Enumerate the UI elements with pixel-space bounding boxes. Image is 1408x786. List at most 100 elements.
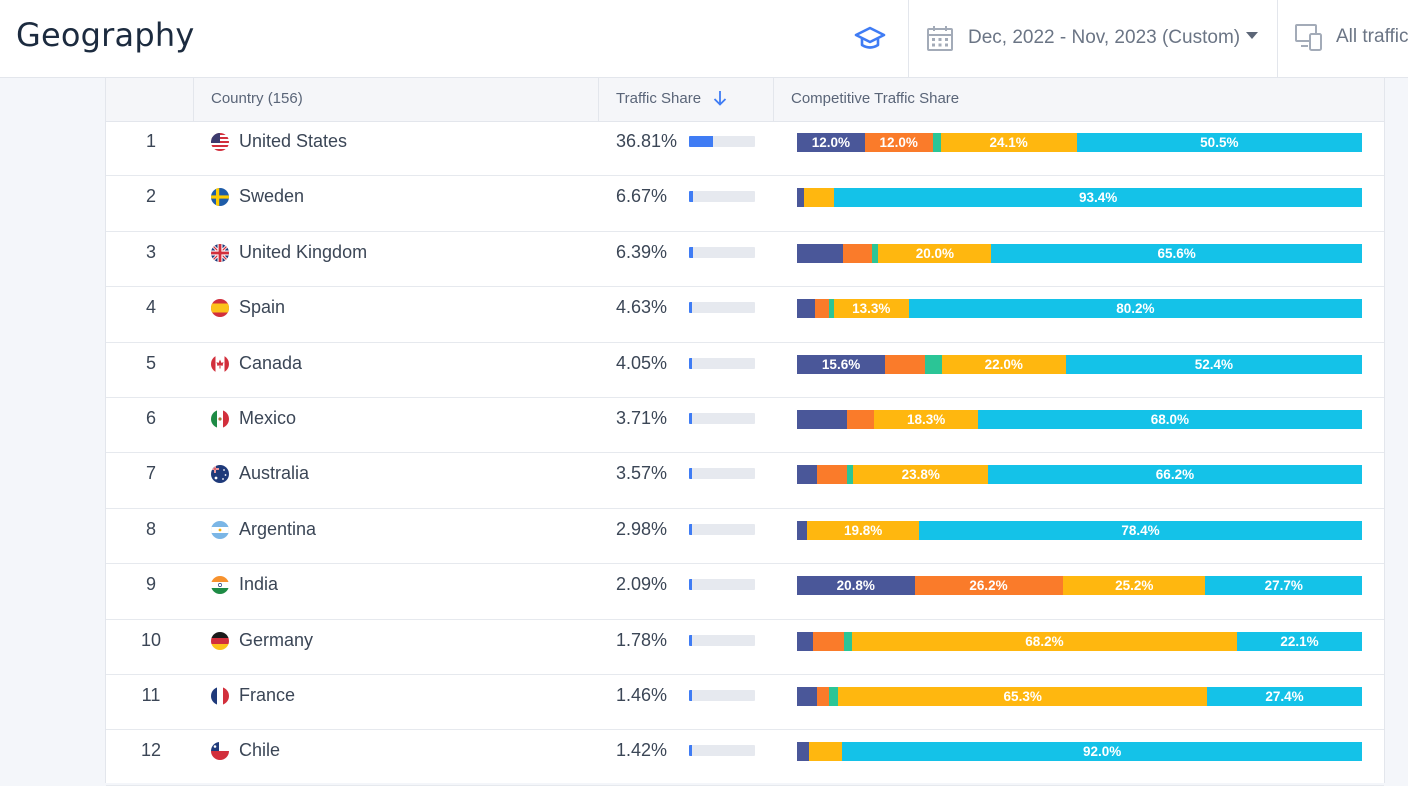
competitor-segment[interactable]: 65.3% bbox=[838, 687, 1208, 706]
table-row[interactable]: 11 France 1.46% 65.3% 27.4% bbox=[106, 675, 1384, 731]
competitor-segment[interactable]: 52.4% bbox=[1065, 354, 1362, 374]
competitor-segment[interactable]: 25.2% bbox=[1063, 576, 1206, 596]
table-row[interactable]: 7 Australia 3.57% 23.8% 66.2% bbox=[106, 453, 1384, 509]
competitor-segment[interactable]: 50.5% bbox=[1076, 133, 1362, 152]
country-link[interactable]: Australia bbox=[239, 463, 310, 484]
competitor-segment[interactable]: 27.4% bbox=[1207, 687, 1362, 706]
competitor-segment[interactable]: 80.2% bbox=[908, 299, 1362, 319]
competitor-segment[interactable] bbox=[797, 631, 813, 651]
country-link[interactable]: Chile bbox=[239, 740, 281, 761]
date-range-picker[interactable]: Dec, 2022 - Nov, 2023 (Custom) bbox=[926, 22, 1259, 54]
table-row[interactable]: 3 United Kingdom 6.39% 20.0% 65.6% bbox=[106, 232, 1384, 288]
competitor-segment[interactable] bbox=[1062, 576, 1064, 596]
competitive-share-bar: 20.8% 26.2% 25.2% 27.7% bbox=[797, 576, 1362, 596]
competitor-segment[interactable]: 27.7% bbox=[1205, 576, 1362, 596]
competitor-segment[interactable]: 20.0% bbox=[878, 243, 992, 263]
competitor-segment[interactable]: 65.6% bbox=[991, 243, 1362, 263]
table-row[interactable]: 12 Chile 1.42% 92.0% bbox=[106, 730, 1384, 786]
competitor-segment[interactable]: 12.0% bbox=[864, 133, 933, 152]
gb-flag-icon bbox=[211, 243, 229, 262]
competitor-segment[interactable] bbox=[797, 188, 805, 208]
competitor-segment[interactable]: 19.8% bbox=[807, 520, 920, 540]
competitor-segment[interactable]: 78.4% bbox=[919, 520, 1362, 540]
competitor-segment[interactable] bbox=[924, 354, 942, 374]
competitor-segment[interactable] bbox=[797, 299, 816, 319]
ar-flag-icon bbox=[211, 520, 229, 539]
competitor-segment[interactable]: 92.0% bbox=[842, 742, 1362, 762]
competitor-segment[interactable] bbox=[843, 243, 873, 263]
competitor-segment[interactable]: 22.1% bbox=[1237, 631, 1362, 651]
competitive-share-bar: 12.0% 12.0% 24.1% 50.5% bbox=[797, 133, 1362, 152]
table-row[interactable]: 8 Argentina 2.98% 19.8% 78.4% bbox=[106, 509, 1384, 565]
table-row[interactable]: 2 Sweden 6.67% 93.4% bbox=[106, 176, 1384, 232]
table-row[interactable]: 1 United States 36.81% 12.0% 12.0% 24.1% 50.5% bbox=[106, 121, 1384, 177]
competitor-segment[interactable]: 13.3% bbox=[833, 299, 909, 319]
competitor-segment[interactable] bbox=[817, 687, 830, 706]
country-link[interactable]: Canada bbox=[239, 352, 303, 373]
competitor-segment[interactable]: 66.2% bbox=[987, 465, 1362, 485]
competitor-segment[interactable] bbox=[797, 687, 818, 706]
column-header-traffic-share[interactable]: Traffic Share bbox=[616, 78, 727, 121]
traffic-share-value: 36.81% bbox=[616, 131, 678, 151]
country-link[interactable]: United States bbox=[239, 131, 348, 151]
column-header-country[interactable]: Country (156) bbox=[211, 90, 303, 107]
competitor-segment[interactable]: 18.3% bbox=[874, 410, 978, 429]
competitor-segment[interactable]: 23.8% bbox=[853, 465, 988, 485]
competitor-segment[interactable]: 12.0% bbox=[797, 133, 865, 152]
competitor-segment[interactable] bbox=[797, 410, 847, 429]
competitor-segment[interactable]: 93.4% bbox=[834, 188, 1362, 208]
traffic-share-value: 4.05% bbox=[616, 352, 668, 373]
competitor-segment[interactable] bbox=[829, 299, 834, 319]
competitor-segment[interactable]: 20.8% bbox=[797, 576, 915, 596]
country-link[interactable]: Argentina bbox=[239, 518, 317, 539]
table-row[interactable]: 10 Germany 1.78% 68.2% 22.1% bbox=[106, 620, 1384, 675]
competitor-segment[interactable] bbox=[812, 631, 845, 651]
column-header-competitive-traffic-share[interactable]: Competitive Traffic Share bbox=[791, 90, 960, 107]
country-link[interactable]: India bbox=[239, 574, 279, 595]
country-link[interactable]: Mexico bbox=[239, 408, 297, 428]
competitor-segment[interactable] bbox=[808, 742, 843, 762]
competitive-share-bar: 18.3% 68.0% bbox=[797, 410, 1362, 429]
competitor-segment[interactable] bbox=[804, 188, 835, 208]
chevron-down-icon bbox=[1246, 31, 1259, 39]
country-link[interactable]: Germany bbox=[239, 629, 314, 650]
country-link[interactable]: Sweden bbox=[239, 186, 305, 207]
rank-cell: 8 bbox=[145, 518, 156, 539]
competitive-share-bar: 93.4% bbox=[797, 188, 1362, 208]
table-row[interactable]: 9 India 2.09% 20.8% 26.2% 25.2% 27.7% bbox=[106, 564, 1384, 620]
competitor-segment[interactable]: 22.0% bbox=[941, 354, 1066, 374]
competitor-segment[interactable]: 26.2% bbox=[914, 576, 1063, 596]
competitor-segment[interactable]: 68.0% bbox=[977, 410, 1362, 429]
traffic-source-filter[interactable]: All traffic bbox=[1294, 22, 1408, 52]
competitor-segment[interactable] bbox=[815, 299, 830, 319]
country-link[interactable]: Spain bbox=[239, 297, 286, 318]
competitor-segment[interactable] bbox=[797, 465, 817, 485]
traffic-share-bar-fill bbox=[689, 191, 694, 203]
competitor-segment[interactable]: 15.6% bbox=[797, 354, 886, 374]
competitor-segment[interactable]: 24.1% bbox=[940, 133, 1077, 152]
competitor-segment[interactable] bbox=[829, 687, 839, 706]
traffic-share-value: 2.98% bbox=[616, 518, 668, 539]
graduation-cap-icon[interactable] bbox=[854, 24, 886, 52]
competitor-segment[interactable] bbox=[885, 354, 925, 374]
traffic-share-header-label: Traffic Share bbox=[616, 90, 702, 107]
competitor-segment[interactable] bbox=[844, 631, 852, 651]
competitor-segment[interactable]: 68.2% bbox=[851, 631, 1238, 651]
country-link[interactable]: France bbox=[239, 685, 296, 705]
competitor-segment[interactable] bbox=[872, 243, 879, 263]
competitor-segment[interactable] bbox=[932, 133, 941, 152]
traffic-share-bar bbox=[689, 690, 755, 701]
table-row[interactable]: 6 Mexico 3.71% 18.3% 68.0% bbox=[106, 398, 1384, 454]
country-link[interactable]: United Kingdom bbox=[239, 241, 368, 262]
competitor-segment[interactable] bbox=[797, 243, 844, 263]
traffic-share-bar-fill bbox=[689, 136, 714, 147]
rank-cell: 3 bbox=[145, 241, 156, 262]
competitor-segment[interactable] bbox=[797, 742, 809, 762]
competitive-share-bar: 20.0% 65.6% bbox=[797, 243, 1362, 263]
table-row[interactable]: 4 Spain 4.63% 13.3% 80.2% bbox=[106, 287, 1384, 343]
competitor-segment[interactable] bbox=[797, 520, 808, 540]
competitor-segment[interactable] bbox=[846, 410, 875, 429]
table-row[interactable]: 5 Canada 4.05% 15.6% 22.0% 52.4% bbox=[106, 343, 1384, 398]
competitor-segment[interactable] bbox=[816, 465, 847, 485]
competitor-segment[interactable] bbox=[846, 465, 854, 485]
